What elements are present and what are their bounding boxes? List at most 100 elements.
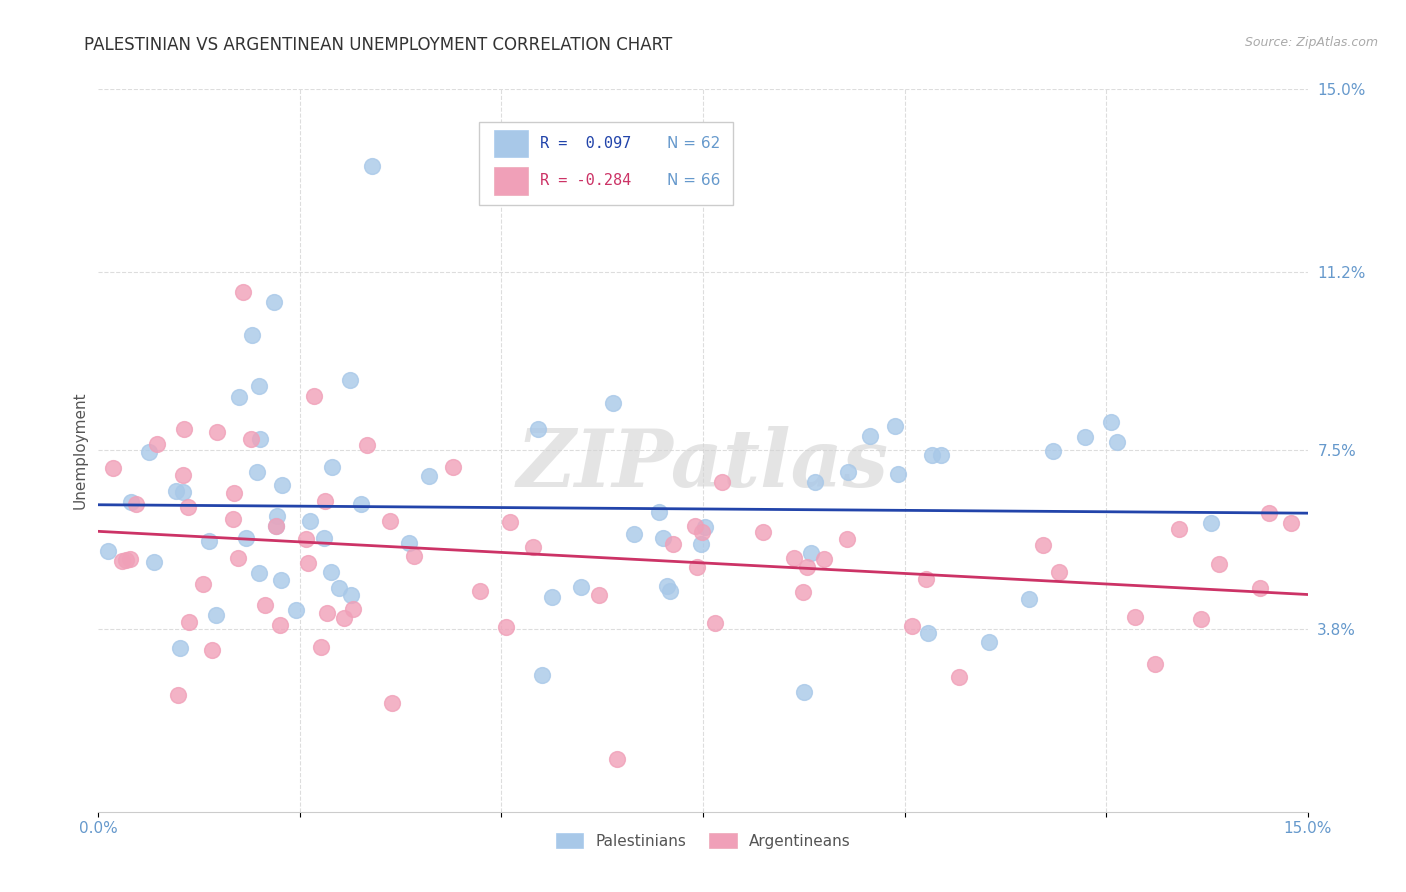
Point (222, 512, 245, 526)
Point (340, 588, 363, 602)
Point (404, 549, 426, 563)
Point (1042, 444, 1064, 458)
Bar (494, 167, 527, 194)
Point (297, 556, 319, 570)
Point (284, 603, 307, 617)
Point (837, 532, 859, 546)
Point (1208, 557, 1230, 571)
Point (97, 543, 120, 558)
Point (441, 460, 464, 475)
Point (704, 616, 727, 631)
Point (120, 495, 142, 509)
Point (312, 531, 335, 545)
Point (114, 553, 136, 567)
Point (651, 531, 673, 545)
Point (264, 519, 287, 533)
Point (887, 467, 910, 482)
Point (356, 438, 378, 452)
Point (530, 668, 553, 682)
Text: R = -0.284: R = -0.284 (540, 173, 631, 188)
Point (606, 752, 628, 766)
Point (541, 591, 564, 605)
Point (204, 607, 226, 622)
Point (1047, 565, 1070, 579)
Text: N = 66: N = 66 (666, 173, 720, 188)
Point (316, 606, 339, 620)
Point (321, 459, 343, 474)
Point (201, 643, 224, 657)
Point (254, 599, 277, 613)
Point (693, 520, 716, 534)
Point (752, 524, 775, 539)
Point (917, 626, 939, 640)
Point (118, 552, 141, 566)
Point (655, 579, 678, 593)
Legend: Palestinians, Argentineans: Palestinians, Argentineans (550, 827, 856, 855)
Point (793, 685, 815, 699)
Point (1167, 523, 1189, 537)
Point (1249, 582, 1271, 596)
Point (311, 640, 333, 654)
Point (235, 532, 257, 546)
Point (169, 640, 191, 655)
Point (1125, 609, 1147, 624)
Text: PALESTINIAN VS ARGENTINEAN UNEMPLOYMENT CORRELATION CHART: PALESTINIAN VS ARGENTINEAN UNEMPLOYMENT … (84, 36, 672, 54)
Point (1018, 591, 1040, 606)
Bar (494, 129, 527, 157)
Point (813, 551, 835, 566)
Point (232, 285, 254, 300)
Point (921, 448, 943, 462)
Point (226, 551, 249, 566)
Point (588, 588, 610, 602)
Y-axis label: Unemployment: Unemployment (72, 392, 87, 509)
Point (247, 379, 270, 393)
Point (662, 537, 685, 551)
Point (138, 444, 160, 458)
Point (378, 514, 401, 528)
Point (602, 396, 624, 410)
Point (468, 584, 491, 599)
Point (247, 566, 270, 580)
Point (263, 294, 285, 309)
Point (240, 327, 263, 342)
Point (111, 553, 134, 567)
Point (172, 468, 194, 483)
Point (859, 429, 882, 443)
Point (683, 518, 706, 533)
Point (222, 485, 245, 500)
Point (1144, 657, 1167, 671)
Point (321, 566, 343, 580)
Point (1074, 429, 1097, 443)
Point (145, 436, 167, 450)
Point (569, 580, 592, 594)
Point (350, 497, 373, 511)
Point (270, 574, 292, 588)
Point (266, 509, 288, 524)
Point (1032, 538, 1054, 552)
Point (710, 475, 733, 490)
Point (1258, 506, 1281, 520)
Point (179, 615, 201, 629)
Point (239, 432, 262, 446)
Point (522, 540, 544, 554)
Point (332, 611, 354, 625)
Point (1189, 612, 1212, 626)
Point (398, 536, 420, 550)
Text: N = 62: N = 62 (666, 136, 720, 151)
Point (837, 465, 859, 479)
Point (418, 469, 440, 483)
Point (342, 602, 364, 616)
Point (143, 555, 166, 569)
Point (381, 696, 404, 710)
Point (269, 617, 291, 632)
Point (648, 505, 671, 519)
Text: R =  0.097: R = 0.097 (540, 136, 631, 151)
Point (527, 421, 550, 435)
Point (948, 670, 970, 684)
Point (900, 619, 922, 633)
Point (884, 419, 907, 434)
Point (177, 500, 200, 514)
Point (264, 518, 287, 533)
Text: Source: ZipAtlas.com: Source: ZipAtlas.com (1244, 36, 1378, 49)
Point (783, 550, 806, 565)
